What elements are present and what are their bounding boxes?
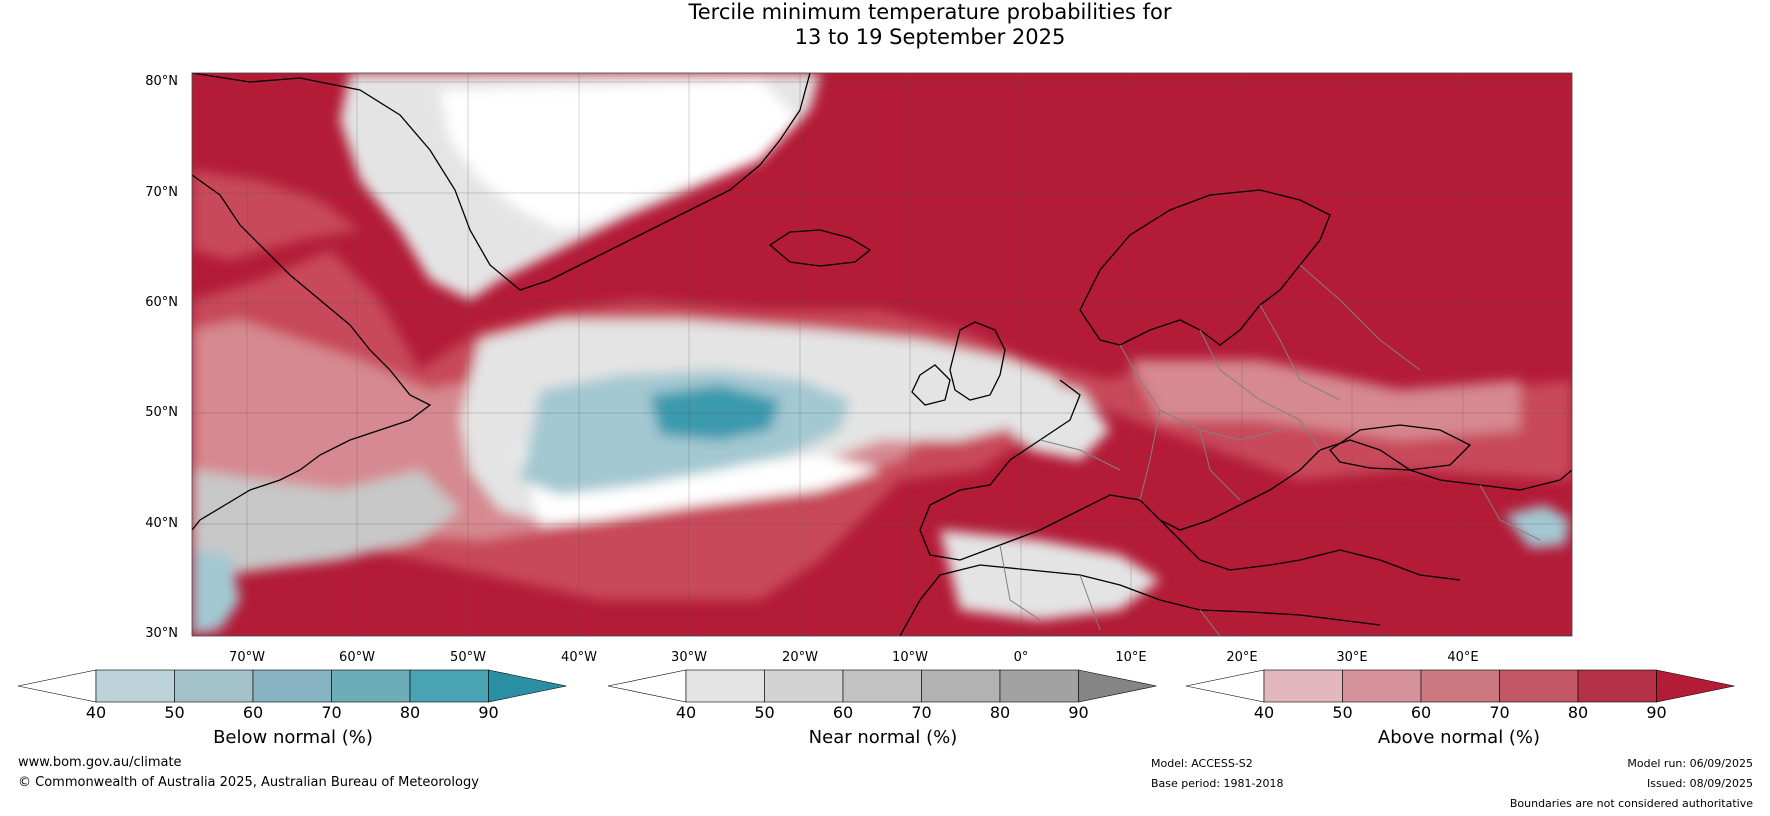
above-normal-colorbar [1185,669,1735,703]
latitude-label: 80°N [145,74,178,89]
colorbar-tick-label: 60 [1410,703,1432,722]
colorbar-tick-label: 90 [1646,703,1667,722]
colorbar-segment [842,669,922,703]
colorbar-segment [921,669,1001,703]
latitude-label: 60°N [145,295,178,310]
near-normal-west-area [192,470,460,580]
above-normal-colorbar-label: Above normal (%) [1377,727,1541,748]
colorbar-extend-low [607,669,687,703]
longitude-label: 40°W [561,650,597,665]
colorbar-segment [1577,669,1657,703]
below-normal-dark-area [650,385,780,440]
colorbar-tick-label: 60 [242,703,264,722]
colorbar-segment [764,669,844,703]
mediterranean-coastline [1159,519,1461,581]
colorbar-tick-label: 40 [85,703,107,722]
below-normal-colorbar-label: Below normal (%) [213,727,373,748]
below-normal-colorbar [17,669,567,703]
above-normal-light-area-2 [1130,360,1520,440]
longitude-label: 10°E [1115,650,1147,665]
longitude-label: 20°E [1226,650,1258,665]
colorbar-segment [1263,669,1343,703]
colorbar-tick-label: 90 [478,703,499,722]
longitude-label: 0° [1013,650,1029,665]
colorbar-tick-label: 50 [164,703,185,722]
colorbar-segment [1499,669,1579,703]
colorbar-extend-low [17,669,97,703]
colorbar-tick-label: 70 [911,703,932,722]
colorbar-extend-low [1185,669,1265,703]
north-africa-coastline [899,564,1381,636]
country-borders [999,264,1541,636]
black-sea-coastline [1329,424,1472,471]
colorbar-tick-label: 80 [1567,703,1589,722]
colorbar-segment [1420,669,1500,703]
longitude-label: 30°W [671,650,707,665]
colorbar-tick-label: 70 [1489,703,1510,722]
longitude-label: 30°E [1336,650,1368,665]
near-normal-north-africa [940,530,1160,620]
longitude-label: 40°E [1447,650,1479,665]
colorbar-tick-label: 60 [832,703,854,722]
colorbar-segment [95,669,175,703]
colorbar-tick-label: 50 [754,703,775,722]
map-title: Tercile minimum temperature probabilitie… [0,0,1770,50]
graticule [192,73,1572,636]
website-link[interactable]: www.bom.gov.au/climate [18,755,182,770]
colorbar-tick-label: 70 [321,703,342,722]
below-normal-east-area [1505,505,1570,548]
colorbar-extend-high [488,669,567,703]
model-name: Model: ACCESS-S2 [1151,757,1253,770]
colorbar-segment [999,669,1079,703]
north-america-coastline [192,174,432,531]
longitude-label: 10°W [892,650,928,665]
below-normal-southwest-area [192,550,240,635]
longitude-label: 50°W [450,650,486,665]
colorbar-extend-high [1078,669,1157,703]
colorbar-segment [1342,669,1422,703]
longitude-label: 60°W [339,650,375,665]
iceland-coastline [768,229,872,267]
base-period: Base period: 1981-2018 [1151,777,1284,790]
latitude-label: 70°N [145,185,178,200]
copyright-text: © Commonwealth of Australia 2025, Austra… [18,775,479,790]
latitude-label: 30°N [145,626,178,641]
colorbar-tick-label: 90 [1068,703,1089,722]
probability-field [192,73,1572,636]
longitude-label: 70°W [229,650,265,665]
white-low-signal-north [440,80,800,230]
scandinavia-coastline [1079,189,1331,346]
map-frame [191,72,1573,637]
colorbar-segment [174,669,254,703]
issued-date: Issued: 08/09/2025 [1646,777,1753,790]
colorbar-segment [252,669,332,703]
colorbar-tick-label: 40 [675,703,697,722]
longitude-label: 20°W [782,650,818,665]
title-line-2: 13 to 19 September 2025 [794,25,1066,49]
title-line-1: Tercile minimum temperature probabilitie… [688,0,1172,24]
border-lines [999,264,1541,636]
latitude-label: 50°N [145,405,178,420]
model-run-date: Model run: 06/09/2025 [1627,757,1753,770]
latitude-label: 40°N [145,516,178,531]
colorbar-tick-label: 80 [989,703,1011,722]
colorbar-segment [409,669,489,703]
near-normal-colorbar-label: Near normal (%) [808,727,958,748]
colorbars [17,669,1735,703]
above-normal-moderate-area-2 [192,170,360,260]
near-normal-western-europe [1000,380,1110,460]
colorbar-tick-label: 40 [1253,703,1275,722]
colorbar-segment [331,669,411,703]
near-normal-colorbar [607,669,1157,703]
greenland-coastline [192,73,811,291]
colorbar-extend-high [1656,669,1735,703]
colorbar-segment [685,669,765,703]
colorbar-tick-label: 80 [399,703,421,722]
british-isles-coastline [911,321,1006,406]
colorbar-tick-label: 50 [1332,703,1353,722]
boundaries-disclaimer: Boundaries are not considered authoritat… [1509,797,1753,810]
